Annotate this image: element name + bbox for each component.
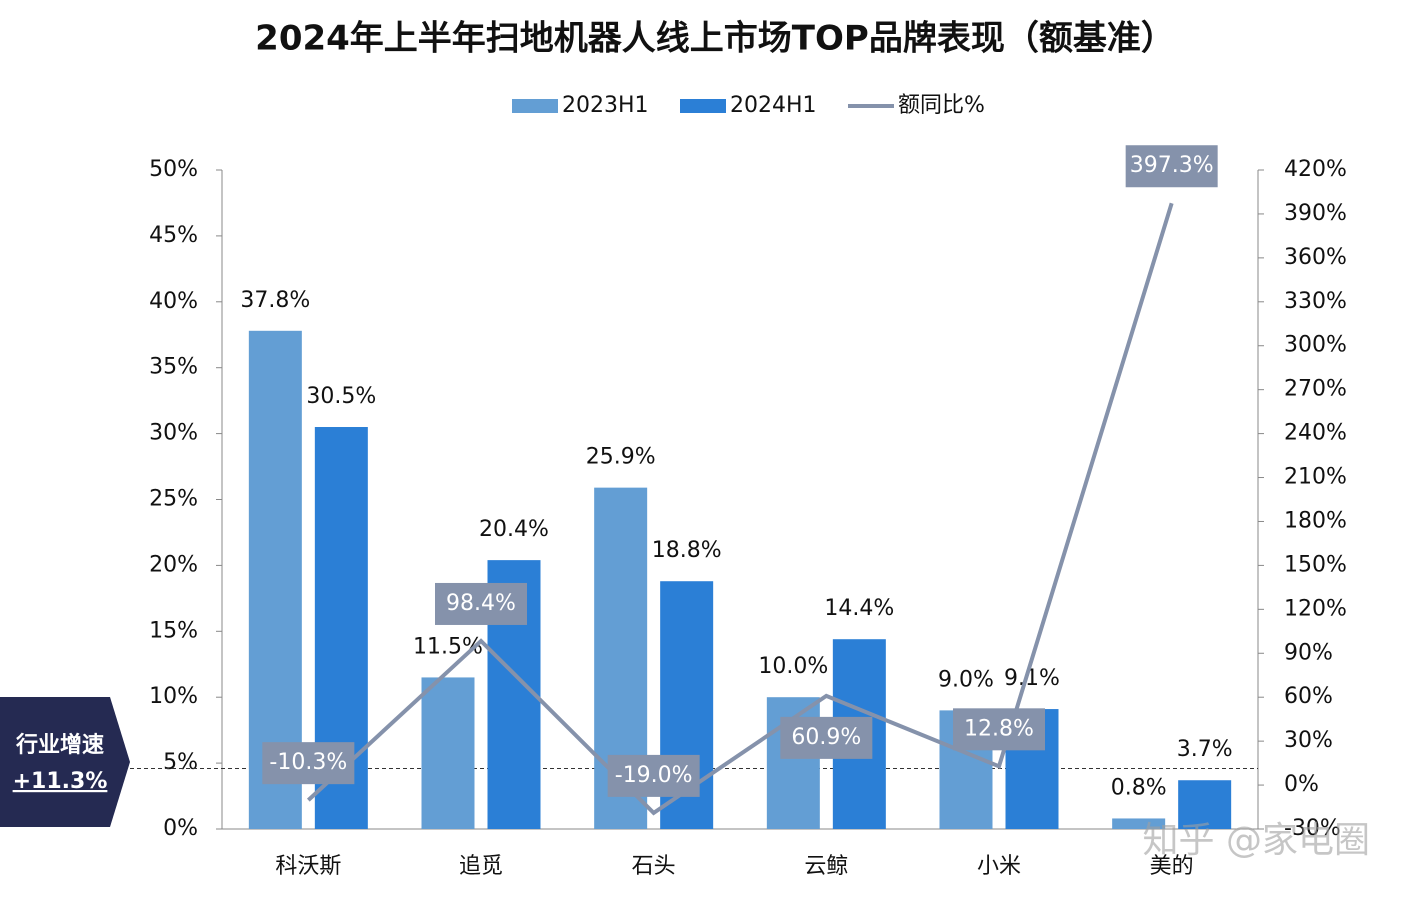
y-tick-label: 0%: [163, 816, 198, 841]
y2-tick-label: 210%: [1284, 465, 1347, 490]
data-label: 9.0%: [938, 667, 994, 692]
legend-swatch: [680, 99, 726, 113]
y-tick-label: 50%: [149, 157, 198, 182]
y-tick-label: 5%: [163, 750, 198, 775]
y2-tick-label: 390%: [1284, 201, 1347, 226]
data-label: 60.9%: [791, 725, 861, 750]
x-tick-label: 追觅: [459, 854, 503, 879]
y-tick-label: 35%: [149, 355, 198, 380]
chart-title: 2024年上半年扫地机器人线上市场TOP品牌表现（额基准）: [255, 19, 1175, 59]
y2-tick-label: 90%: [1284, 640, 1333, 665]
data-label: 14.4%: [824, 596, 894, 621]
data-label: 3.7%: [1177, 737, 1233, 762]
y-tick-label: 20%: [149, 552, 198, 577]
data-label: 397.3%: [1130, 153, 1214, 178]
y-tick-label: 25%: [149, 487, 198, 512]
data-label: 18.8%: [652, 538, 722, 563]
data-label-box: [607, 754, 700, 797]
y2-tick-label: 0%: [1284, 772, 1319, 797]
data-label: -19.0%: [615, 763, 693, 788]
bar: [1178, 780, 1232, 829]
data-label: 9.1%: [1004, 666, 1060, 691]
x-tick-label: 云鲸: [804, 854, 848, 879]
y-tick-label: 30%: [149, 421, 198, 446]
bar: [1112, 818, 1166, 829]
x-tick-label: 科沃斯: [275, 854, 341, 879]
y2-tick-label: 420%: [1284, 157, 1347, 182]
x-tick-label: 小米: [977, 854, 1021, 879]
data-label-box: [435, 582, 527, 625]
y2-tick-label: 240%: [1284, 421, 1347, 446]
y2-tick-label: 150%: [1284, 552, 1347, 577]
data-label: 30.5%: [306, 384, 376, 409]
x-tick-label: 美的: [1150, 854, 1194, 879]
y2-tick-label: 120%: [1284, 596, 1347, 621]
data-label-box: [262, 742, 355, 785]
data-label-box: [1125, 145, 1218, 188]
reference-badge: [0, 697, 130, 827]
y2-tick-label: 30%: [1284, 728, 1333, 753]
y2-tick-label: 300%: [1284, 333, 1347, 358]
y-tick-label: 15%: [149, 618, 198, 643]
reference-label: 行业增速: [15, 732, 104, 758]
line: [306, 202, 1174, 816]
data-label: 11.5%: [413, 634, 483, 659]
data-label: 10.0%: [758, 654, 828, 679]
data-label-box: [953, 708, 1045, 751]
data-label: 37.8%: [240, 288, 310, 313]
data-label: 12.8%: [964, 716, 1034, 741]
data-label: -10.3%: [269, 750, 347, 775]
y-tick-label: 40%: [149, 289, 198, 314]
data-label: 25.9%: [586, 445, 656, 470]
legend-label: 2023H1: [562, 93, 649, 118]
y2-tick-label: 270%: [1284, 377, 1347, 402]
watermark: 知乎 @家电圈: [1143, 820, 1370, 861]
legend-label: 2024H1: [730, 93, 817, 118]
data-label: 0.8%: [1111, 775, 1167, 800]
y2-tick-label: 360%: [1284, 245, 1347, 270]
y-tick-label: 10%: [149, 684, 198, 709]
y2-tick-label: 60%: [1284, 684, 1333, 709]
data-label: 20.4%: [479, 517, 549, 542]
data-label-box: [780, 716, 873, 759]
x-tick-label: 石头: [632, 854, 676, 879]
legend-swatch: [512, 99, 558, 113]
data-label: 98.4%: [446, 591, 516, 616]
y2-tick-label: 180%: [1284, 508, 1347, 533]
y2-tick-label: 330%: [1284, 289, 1347, 314]
reference-value: +11.3%: [13, 769, 108, 794]
y2-tick-label: -30%: [1284, 816, 1341, 841]
legend-label: 额同比%: [898, 93, 985, 118]
y-tick-label: 45%: [149, 223, 198, 248]
bar: [421, 677, 475, 829]
